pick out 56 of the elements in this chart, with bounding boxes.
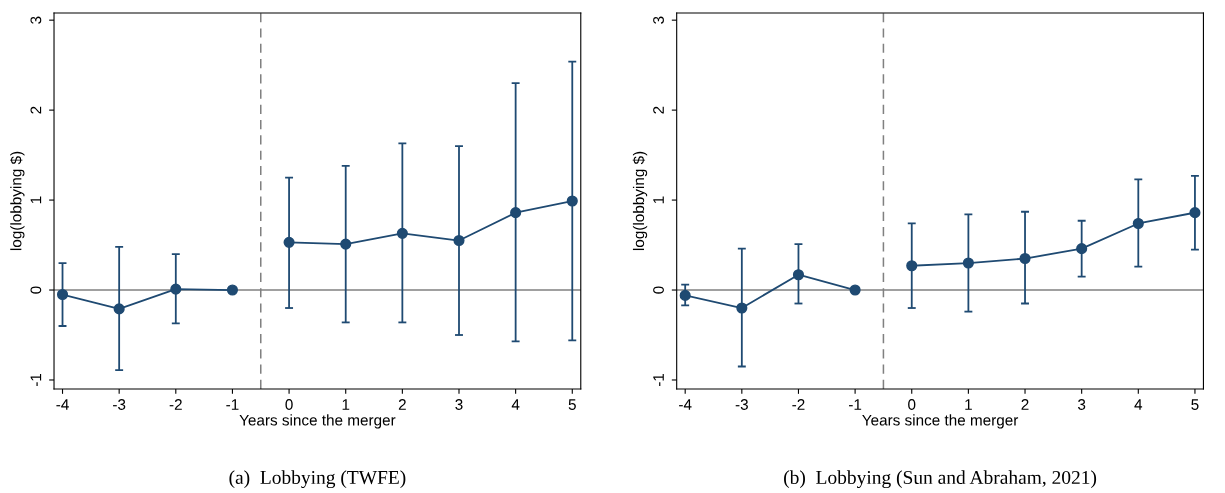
x-tick-label: 2 <box>398 399 406 410</box>
point <box>1019 252 1031 265</box>
point <box>679 289 691 301</box>
point <box>510 207 522 219</box>
y-axis-title: log(lobbying $) <box>632 151 648 251</box>
x-tick-label: 1 <box>965 399 972 410</box>
y-tick-label: 0 <box>653 286 664 294</box>
x-tick-label: 2 <box>1021 399 1029 410</box>
point <box>849 284 861 296</box>
point <box>56 288 69 301</box>
x-tick-label: 5 <box>568 399 576 410</box>
x-tick-label: 4 <box>1134 399 1143 410</box>
point <box>283 236 295 248</box>
point <box>1076 243 1088 255</box>
point <box>396 227 408 239</box>
text: (b) Lobbying (Sun and Abraham, 2021) <box>784 470 1097 489</box>
y-tick-label: 3 <box>30 16 42 24</box>
x-axis-title: Years since the merger <box>862 414 1019 429</box>
x-tick-label: -2 <box>169 399 182 410</box>
point <box>792 269 805 281</box>
text: (a) Lobbying (TWFE) <box>229 470 406 489</box>
y-tick-label: 0 <box>30 286 42 294</box>
point <box>453 234 465 247</box>
point <box>962 257 974 269</box>
x-tick-label: 0 <box>908 399 916 410</box>
x-tick-label: 3 <box>455 399 463 410</box>
x-tick-label: 3 <box>1078 399 1086 410</box>
point <box>340 238 352 250</box>
point <box>566 195 578 207</box>
x-tick-label: -1 <box>848 399 862 410</box>
point <box>736 302 748 314</box>
y-tick-label: -1 <box>653 373 664 387</box>
point <box>1189 207 1201 219</box>
point <box>1132 217 1144 230</box>
x-tick-label: 0 <box>285 399 293 410</box>
y-tick-label: 2 <box>30 106 42 114</box>
point <box>170 283 182 295</box>
point <box>226 284 238 296</box>
x-tick-label: -2 <box>792 399 805 410</box>
x-tick-label: -1 <box>226 399 239 410</box>
x-tick-label: -3 <box>735 399 748 410</box>
x-tick-label: 1 <box>342 399 350 410</box>
y-tick-label: 1 <box>653 196 664 204</box>
point <box>906 260 918 272</box>
x-tick-label: -4 <box>679 399 692 410</box>
y-tick-label: 3 <box>653 16 664 24</box>
y-axis-title: log(lobbying $) <box>10 151 25 251</box>
x-tick-label: -3 <box>113 399 126 410</box>
x-tick-label: 5 <box>1191 399 1199 410</box>
point <box>113 303 125 315</box>
x-tick-label: 4 <box>511 399 520 410</box>
y-tick-label: 1 <box>30 196 42 204</box>
x-tick-label: -4 <box>56 399 69 410</box>
y-tick-label: 2 <box>653 106 664 114</box>
x-axis-title: Years since the merger <box>239 414 396 429</box>
y-tick-label: -1 <box>30 373 42 387</box>
